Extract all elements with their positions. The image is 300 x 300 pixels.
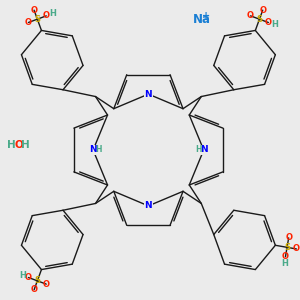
Text: O: O [25, 273, 32, 282]
Text: O: O [285, 233, 292, 242]
Text: H: H [49, 9, 56, 18]
Text: N: N [145, 201, 152, 210]
Text: H: H [281, 259, 288, 268]
Text: O: O [43, 280, 50, 289]
Text: N: N [89, 146, 97, 154]
Text: H: H [95, 146, 102, 154]
Text: O: O [247, 11, 254, 20]
Text: S: S [34, 15, 40, 24]
Text: O: O [25, 18, 32, 27]
Text: Na: Na [193, 13, 211, 26]
Text: H: H [7, 140, 16, 151]
Text: H: H [195, 146, 201, 154]
Text: N: N [145, 90, 152, 99]
Text: S: S [34, 276, 40, 285]
Text: H: H [271, 20, 278, 29]
Text: S: S [256, 15, 262, 24]
Text: O: O [259, 6, 266, 15]
Text: H: H [21, 140, 30, 151]
Text: N: N [200, 146, 208, 154]
Text: O: O [282, 252, 289, 261]
Text: O: O [265, 18, 272, 27]
Text: O: O [293, 244, 300, 253]
Text: O: O [14, 140, 23, 151]
Text: S: S [284, 243, 290, 252]
Text: +: + [202, 11, 211, 21]
Text: O: O [31, 6, 38, 15]
Text: H: H [19, 271, 26, 280]
Text: O: O [31, 285, 38, 294]
Text: O: O [43, 11, 50, 20]
